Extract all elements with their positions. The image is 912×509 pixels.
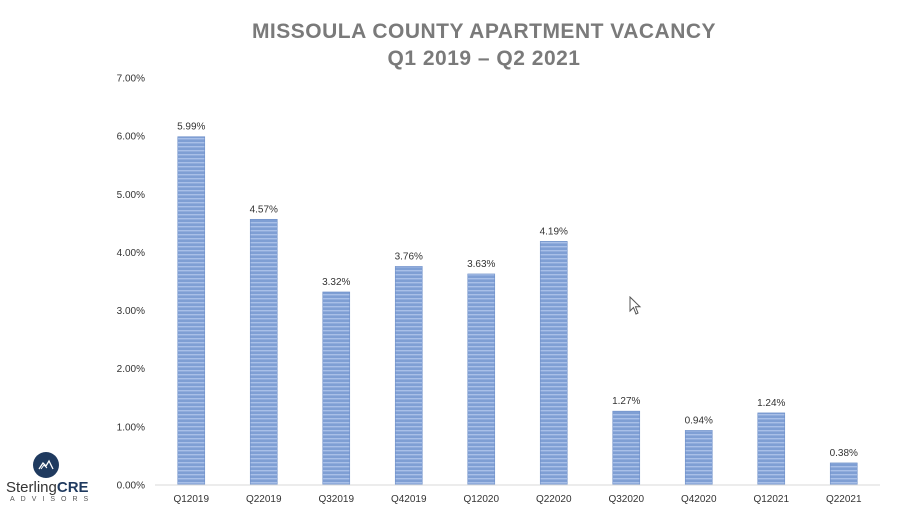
chart-title-block: MISSOULA COUNTY APARTMENT VACANCY Q1 201… (0, 18, 912, 72)
y-tick-label: 7.00% (117, 74, 145, 85)
x-tick-label: Q22021 (826, 494, 862, 505)
x-tick-label: Q32020 (608, 494, 644, 505)
bars-group (177, 136, 858, 486)
y-tick-label: 0.00% (117, 481, 145, 492)
x-tick-label: Q42019 (391, 494, 427, 505)
chart-title: MISSOULA COUNTY APARTMENT VACANCY (251, 20, 717, 43)
data-label: 3.76% (395, 251, 423, 262)
mouse-cursor-icon (629, 295, 643, 321)
logo-brand-main: Sterling (6, 479, 57, 496)
logo-wordmark: SterlingCRE (6, 479, 89, 496)
x-tick-label: Q32019 (318, 494, 354, 505)
bar-Q42019 (394, 266, 423, 486)
data-label: 1.24% (757, 398, 785, 409)
data-label: 5.99% (177, 122, 205, 133)
data-label: 1.27% (612, 396, 640, 407)
bar-Q12020 (467, 273, 496, 486)
y-tick-label: 3.00% (117, 306, 145, 317)
x-tick-label: Q12020 (463, 494, 499, 505)
data-label: 0.38% (830, 448, 858, 459)
y-axis-labels: 0.00% 1.00% 2.00% 3.00% 4.00% 5.00% 6.00% 7.00% (117, 74, 145, 492)
y-tick-label: 5.00% (117, 190, 145, 201)
x-tick-label: Q22020 (536, 494, 572, 505)
y-tick-label: 2.00% (117, 364, 145, 375)
data-labels-group: 5.99% 4.57% 3.32% 3.76% 3.63% 4.19% 1.27% 0.94%… (177, 122, 858, 459)
x-tick-label: Q42020 (681, 494, 717, 505)
bar-Q42020 (684, 430, 713, 486)
bar-Q32020 (612, 410, 641, 486)
x-tick-label: Q22019 (246, 494, 282, 505)
bar-Q22021 (829, 462, 858, 486)
y-tick-label: 1.00% (117, 422, 145, 433)
bar-Q12019 (177, 136, 206, 486)
data-label: 4.57% (250, 204, 278, 215)
bar-Q22020 (539, 241, 568, 486)
data-label: 3.63% (467, 259, 495, 270)
bar-Q32019 (322, 291, 351, 486)
data-label: 4.19% (540, 226, 568, 237)
sterlingcre-logo: SterlingCRE ADVISORS (6, 452, 90, 508)
logo-subtext: ADVISORS (10, 496, 95, 503)
data-label: 0.94% (685, 415, 713, 426)
chart-subtitle: Q1 2019 – Q2 2021 (387, 47, 581, 70)
y-tick-label: 6.00% (117, 132, 145, 143)
bar-Q12021 (757, 412, 786, 486)
y-tick-label: 4.00% (117, 248, 145, 259)
logo-brand-accent: CRE (56, 479, 89, 496)
data-label: 3.32% (322, 277, 350, 288)
mountain-logo-icon (33, 452, 59, 478)
bar-Q22019 (249, 218, 278, 486)
x-axis-labels: Q12019 Q22019 Q32019 Q42019 Q12020 Q22020 Q320… (173, 494, 862, 505)
x-tick-label: Q12019 (173, 494, 209, 505)
x-tick-label: Q12021 (753, 494, 789, 505)
